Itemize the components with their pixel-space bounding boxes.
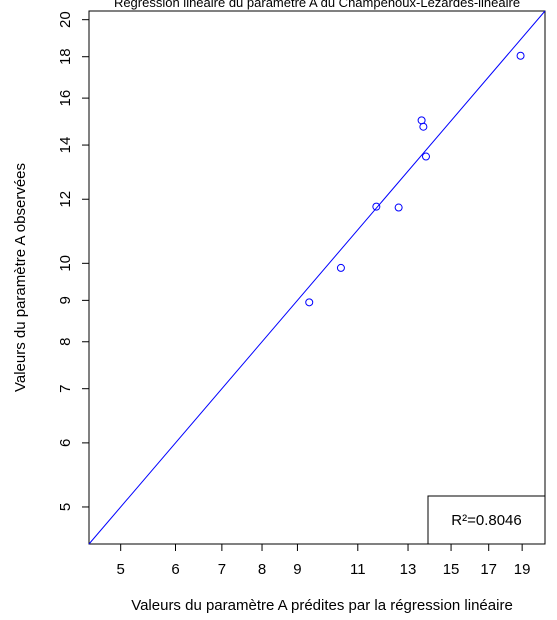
x-tick-label: 13 [400, 561, 417, 578]
data-point [421, 152, 430, 161]
y-tick-label: 20 [57, 11, 74, 28]
reference-line [88, 10, 546, 545]
y-tick-label: 7 [57, 385, 74, 393]
data-point [394, 203, 403, 212]
x-tick-label: 9 [293, 561, 301, 578]
x-tick-label: 11 [350, 561, 366, 578]
r2-legend-box [427, 495, 546, 545]
y-tick-label: 18 [57, 48, 74, 65]
x-tick-label: 17 [480, 561, 497, 578]
x-tick-label: 5 [117, 561, 125, 578]
data-point [305, 298, 314, 307]
x-tick-label: 15 [443, 561, 460, 578]
x-tick-label: 7 [218, 561, 226, 578]
data-point [336, 263, 345, 272]
x-axis: 5 6 7 8 9 11 13 15 17 19 [117, 544, 531, 578]
y-tick-label: 5 [57, 503, 74, 511]
x-tick-label: 6 [171, 561, 179, 578]
y-axis: 5 6 7 8 9 10 12 14 16 18 20 [57, 11, 89, 511]
r2-legend: R²=0.8046 [427, 495, 546, 545]
y-axis-title: Valeurs du paramètre A observées [12, 163, 29, 392]
y-tick-label: 10 [57, 255, 74, 272]
data-points [305, 51, 525, 307]
plot-frame [88, 10, 546, 545]
y-tick-label: 8 [57, 338, 74, 346]
r2-value: R²=0.8046 [451, 512, 521, 529]
x-tick-label: 8 [258, 561, 266, 578]
data-point [419, 122, 428, 131]
chart-title: Régression linéaire du paramètre A du Ch… [114, 0, 520, 10]
y-tick-label: 6 [57, 439, 74, 447]
y-tick-label: 12 [57, 191, 74, 208]
data-point [516, 51, 525, 60]
x-tick-label: 19 [514, 561, 531, 578]
x-axis-title: Valeurs du paramètre A prédites par la r… [131, 597, 513, 614]
y-tick-label: 16 [57, 90, 74, 107]
y-tick-label: 14 [57, 137, 74, 154]
y-tick-label: 9 [57, 296, 74, 304]
data-point [372, 202, 381, 211]
